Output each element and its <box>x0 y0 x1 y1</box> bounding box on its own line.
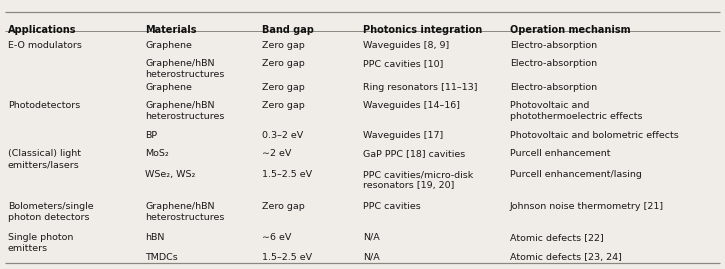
Text: ∼2 eV: ∼2 eV <box>262 149 291 158</box>
Text: TMDCs: TMDCs <box>145 253 178 262</box>
Text: Single photon
emitters: Single photon emitters <box>8 233 73 253</box>
Text: ∼6 eV: ∼6 eV <box>262 233 291 242</box>
Text: BP: BP <box>145 131 157 140</box>
Text: Zero gap: Zero gap <box>262 59 304 68</box>
Text: GaP PPC [18] cavities: GaP PPC [18] cavities <box>363 149 465 158</box>
Text: Graphene/hBN
heterostructures: Graphene/hBN heterostructures <box>145 101 224 121</box>
Text: N/A: N/A <box>363 253 380 262</box>
Text: Photovoltaic and bolometric effects: Photovoltaic and bolometric effects <box>510 131 679 140</box>
Text: Graphene/hBN
heterostructures: Graphene/hBN heterostructures <box>145 202 224 222</box>
Text: PPC cavities/micro-disk
resonators [19, 20]: PPC cavities/micro-disk resonators [19, … <box>363 170 473 190</box>
Text: Johnson noise thermometry [21]: Johnson noise thermometry [21] <box>510 202 664 211</box>
Text: Waveguides [17]: Waveguides [17] <box>363 131 443 140</box>
Text: Electro-absorption: Electro-absorption <box>510 59 597 68</box>
Text: Purcell enhancement/lasing: Purcell enhancement/lasing <box>510 170 642 179</box>
Text: Zero gap: Zero gap <box>262 41 304 50</box>
Text: Zero gap: Zero gap <box>262 101 304 110</box>
Text: Waveguides [14–16]: Waveguides [14–16] <box>363 101 460 110</box>
Text: Materials: Materials <box>145 25 196 35</box>
Text: Band gap: Band gap <box>262 25 314 35</box>
Text: 0.3–2 eV: 0.3–2 eV <box>262 131 303 140</box>
Text: E-O modulators: E-O modulators <box>8 41 82 50</box>
Text: Applications: Applications <box>8 25 77 35</box>
Text: (Classical) light
emitters/lasers: (Classical) light emitters/lasers <box>8 149 81 169</box>
Text: Photodetectors: Photodetectors <box>8 101 80 110</box>
Text: Zero gap: Zero gap <box>262 202 304 211</box>
Text: Atomic defects [23, 24]: Atomic defects [23, 24] <box>510 253 622 262</box>
Text: Atomic defects [22]: Atomic defects [22] <box>510 233 604 242</box>
Text: Electro-absorption: Electro-absorption <box>510 83 597 92</box>
Text: Purcell enhancement: Purcell enhancement <box>510 149 610 158</box>
Text: 1.5–2.5 eV: 1.5–2.5 eV <box>262 253 312 262</box>
Text: WSe₂, WS₂: WSe₂, WS₂ <box>145 170 195 179</box>
Text: Waveguides [8, 9]: Waveguides [8, 9] <box>363 41 450 50</box>
Text: Electro-absorption: Electro-absorption <box>510 41 597 50</box>
Text: Ring resonators [11–13]: Ring resonators [11–13] <box>363 83 478 92</box>
Text: Photonics integration: Photonics integration <box>363 25 482 35</box>
Text: N/A: N/A <box>363 233 380 242</box>
Text: Bolometers/single
photon detectors: Bolometers/single photon detectors <box>8 202 94 222</box>
Text: 1.5–2.5 eV: 1.5–2.5 eV <box>262 170 312 179</box>
Text: MoS₂: MoS₂ <box>145 149 169 158</box>
Text: Graphene: Graphene <box>145 41 192 50</box>
Text: hBN: hBN <box>145 233 165 242</box>
Text: Graphene: Graphene <box>145 83 192 92</box>
Text: PPC cavities: PPC cavities <box>363 202 420 211</box>
Text: Photovoltaic and
photothermoelectric effects: Photovoltaic and photothermoelectric eff… <box>510 101 642 121</box>
Text: PPC cavities [10]: PPC cavities [10] <box>363 59 444 68</box>
Text: Graphene/hBN
heterostructures: Graphene/hBN heterostructures <box>145 59 224 79</box>
Text: Zero gap: Zero gap <box>262 83 304 92</box>
Text: Operation mechanism: Operation mechanism <box>510 25 631 35</box>
